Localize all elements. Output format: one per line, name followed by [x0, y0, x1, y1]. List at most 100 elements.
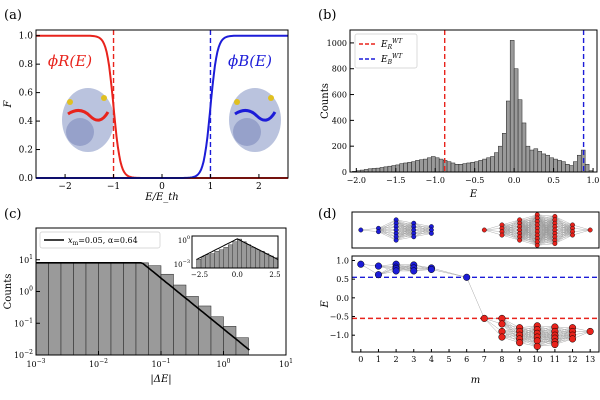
network-edge	[537, 240, 555, 246]
histogram-bar	[419, 159, 424, 173]
y-tick-label: 100	[19, 286, 33, 297]
network-node-blue	[393, 237, 399, 243]
y-tick-label: 0.5	[336, 275, 349, 284]
y-tick-label: 0.0	[19, 174, 34, 184]
y-axis-label: Counts	[3, 274, 14, 310]
histogram-bar	[454, 164, 460, 173]
network-edge	[396, 236, 414, 241]
network-edge	[413, 229, 432, 237]
network-edge	[537, 216, 556, 246]
network-edge	[537, 216, 556, 229]
network-edge	[519, 214, 538, 237]
x-tick-label: 4	[429, 355, 434, 364]
state-point-red	[480, 314, 488, 322]
y-tick-label: 600	[332, 91, 347, 100]
network-edge	[519, 234, 538, 241]
transition-edge	[484, 318, 503, 338]
network-edge	[519, 217, 538, 241]
panel-label-b: (b)	[318, 8, 336, 23]
histogram-bar	[577, 154, 582, 173]
histogram-bar	[474, 161, 479, 173]
network-edge	[537, 226, 556, 246]
x-tick-label: 11	[550, 355, 560, 364]
network-node-red	[552, 241, 558, 247]
chromophore	[234, 109, 277, 122]
network-edge	[378, 231, 397, 237]
histogram-bar	[415, 160, 420, 173]
histogram-bar	[466, 162, 471, 173]
network-edge	[413, 226, 432, 234]
network-edge	[413, 223, 432, 227]
network-edge	[537, 243, 555, 246]
y-tick-label: −0.5	[330, 313, 349, 322]
state-point-blue	[410, 267, 418, 275]
y-tick-label: 1000	[327, 39, 347, 48]
network-edge	[413, 233, 432, 237]
x-tick-label: 9	[517, 355, 522, 364]
network-edge	[519, 221, 538, 241]
histogram-bar	[438, 158, 444, 173]
histogram-bar	[561, 161, 566, 173]
network-edge	[537, 214, 555, 217]
y-tick-label: 200	[332, 142, 347, 151]
x-tick-label: 6	[464, 355, 469, 364]
network-node-red	[481, 227, 487, 233]
histogram-bar	[458, 164, 464, 173]
histogram-bar	[553, 158, 558, 173]
network-edge	[378, 223, 397, 232]
network-edge	[484, 228, 502, 231]
network-edge	[537, 236, 555, 246]
x-tick-label: 1	[376, 355, 381, 364]
y-tick-label: 0.6	[19, 89, 34, 99]
state-point-blue	[427, 265, 435, 273]
x-tick-label: 100	[216, 358, 230, 369]
histogram-bar	[462, 163, 468, 173]
x-axis-label: |ΔE|	[150, 374, 171, 385]
histogram-bar	[521, 122, 527, 173]
y-tick-label: 0.2	[19, 146, 33, 156]
y-tick-label: 400	[332, 116, 347, 125]
inset-histogram-bar	[250, 247, 256, 269]
histogram-bar	[525, 145, 531, 173]
y-tick-label: 1.0	[336, 256, 349, 265]
network-edge	[519, 224, 538, 241]
network-edge	[537, 216, 555, 219]
histogram-bar	[537, 151, 543, 173]
network-edge	[554, 224, 573, 241]
histogram-bar	[505, 100, 511, 173]
network-edge	[537, 216, 556, 239]
state-point-red	[516, 339, 524, 347]
network-edge	[501, 234, 520, 237]
y-tick-label: 10−1	[14, 317, 33, 328]
y-tick-label: 1.0	[19, 32, 34, 42]
network-edge	[395, 223, 414, 237]
network-edge	[378, 231, 397, 234]
network-edge	[501, 223, 520, 236]
y-axis-label: F	[3, 99, 14, 108]
y-tick-label: 101	[19, 254, 33, 265]
histogram-bar	[85, 262, 99, 356]
network-edge	[396, 233, 414, 241]
x-tick-label: −2.0	[347, 176, 366, 185]
y-tick-label: 0	[342, 168, 347, 177]
histogram-bar	[185, 296, 199, 356]
histogram-bar	[541, 153, 546, 173]
network-edge	[554, 224, 573, 234]
x-tick-label: 0.5	[547, 176, 560, 185]
histogram-bar	[35, 262, 49, 356]
inset-y-tick-label: 100	[178, 235, 190, 245]
inset-x-tick-label: 0.0	[232, 271, 243, 279]
network-edge	[484, 229, 503, 236]
transition-edge	[484, 318, 503, 332]
network-edge	[396, 223, 414, 234]
x-tick-label: 0	[159, 182, 165, 192]
x-tick-label: 1.0	[587, 176, 600, 185]
network-edge	[554, 224, 573, 227]
network-edge	[537, 216, 555, 226]
x-tick-label: −1.5	[386, 176, 405, 185]
network-edge	[396, 219, 414, 224]
network-edge	[554, 234, 573, 244]
x-tick-label: 2	[394, 355, 399, 364]
histogram-bar	[434, 157, 440, 173]
